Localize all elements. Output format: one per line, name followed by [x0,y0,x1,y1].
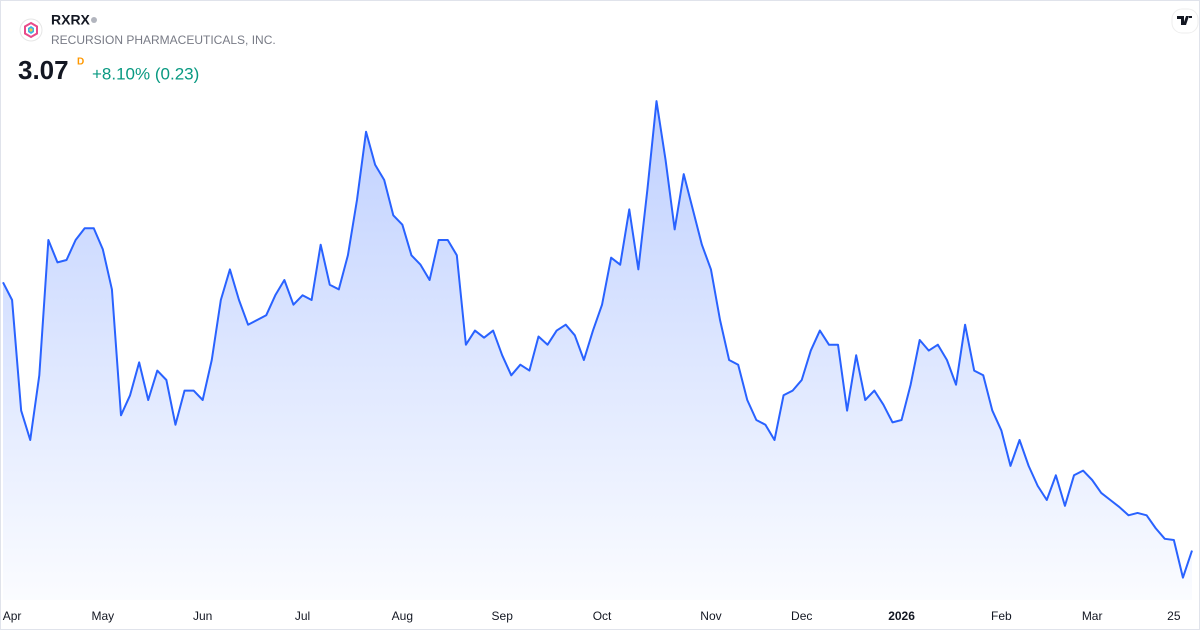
last-price: 3.07 [18,55,69,85]
area-fill [3,101,1192,601]
x-tick-label: Sep [492,609,514,623]
x-tick-label: Mar [1082,609,1103,623]
x-tick-label: Oct [593,609,612,623]
x-tick-label: Jul [295,609,310,623]
x-tick-label: Jun [193,609,212,623]
symbol-logo [19,18,43,42]
symbol: RXRX [51,12,91,28]
x-tick-label: Aug [392,609,413,623]
status-dot [91,17,97,23]
price-line [2,100,1193,579]
brand-logo[interactable] [1171,8,1199,34]
price-change: +8.10% (0.23) [92,64,199,83]
x-tick-label: 25 [1167,609,1181,623]
x-tick-label: May [92,609,115,623]
interval: D [77,57,84,68]
x-tick-label: Apr [3,609,22,623]
x-tick-label: Feb [991,609,1012,623]
x-tick-label: Dec [791,609,812,623]
company-name: RECURSION PHARMACEUTICALS, INC. [51,33,276,47]
plot: Apr May Jun Jul Aug Sep Oct Nov Dec 2026 Feb Mar 25 [2,100,1193,623]
x-tick-label: 2026 [888,609,915,623]
x-tick-label: Nov [700,609,721,623]
